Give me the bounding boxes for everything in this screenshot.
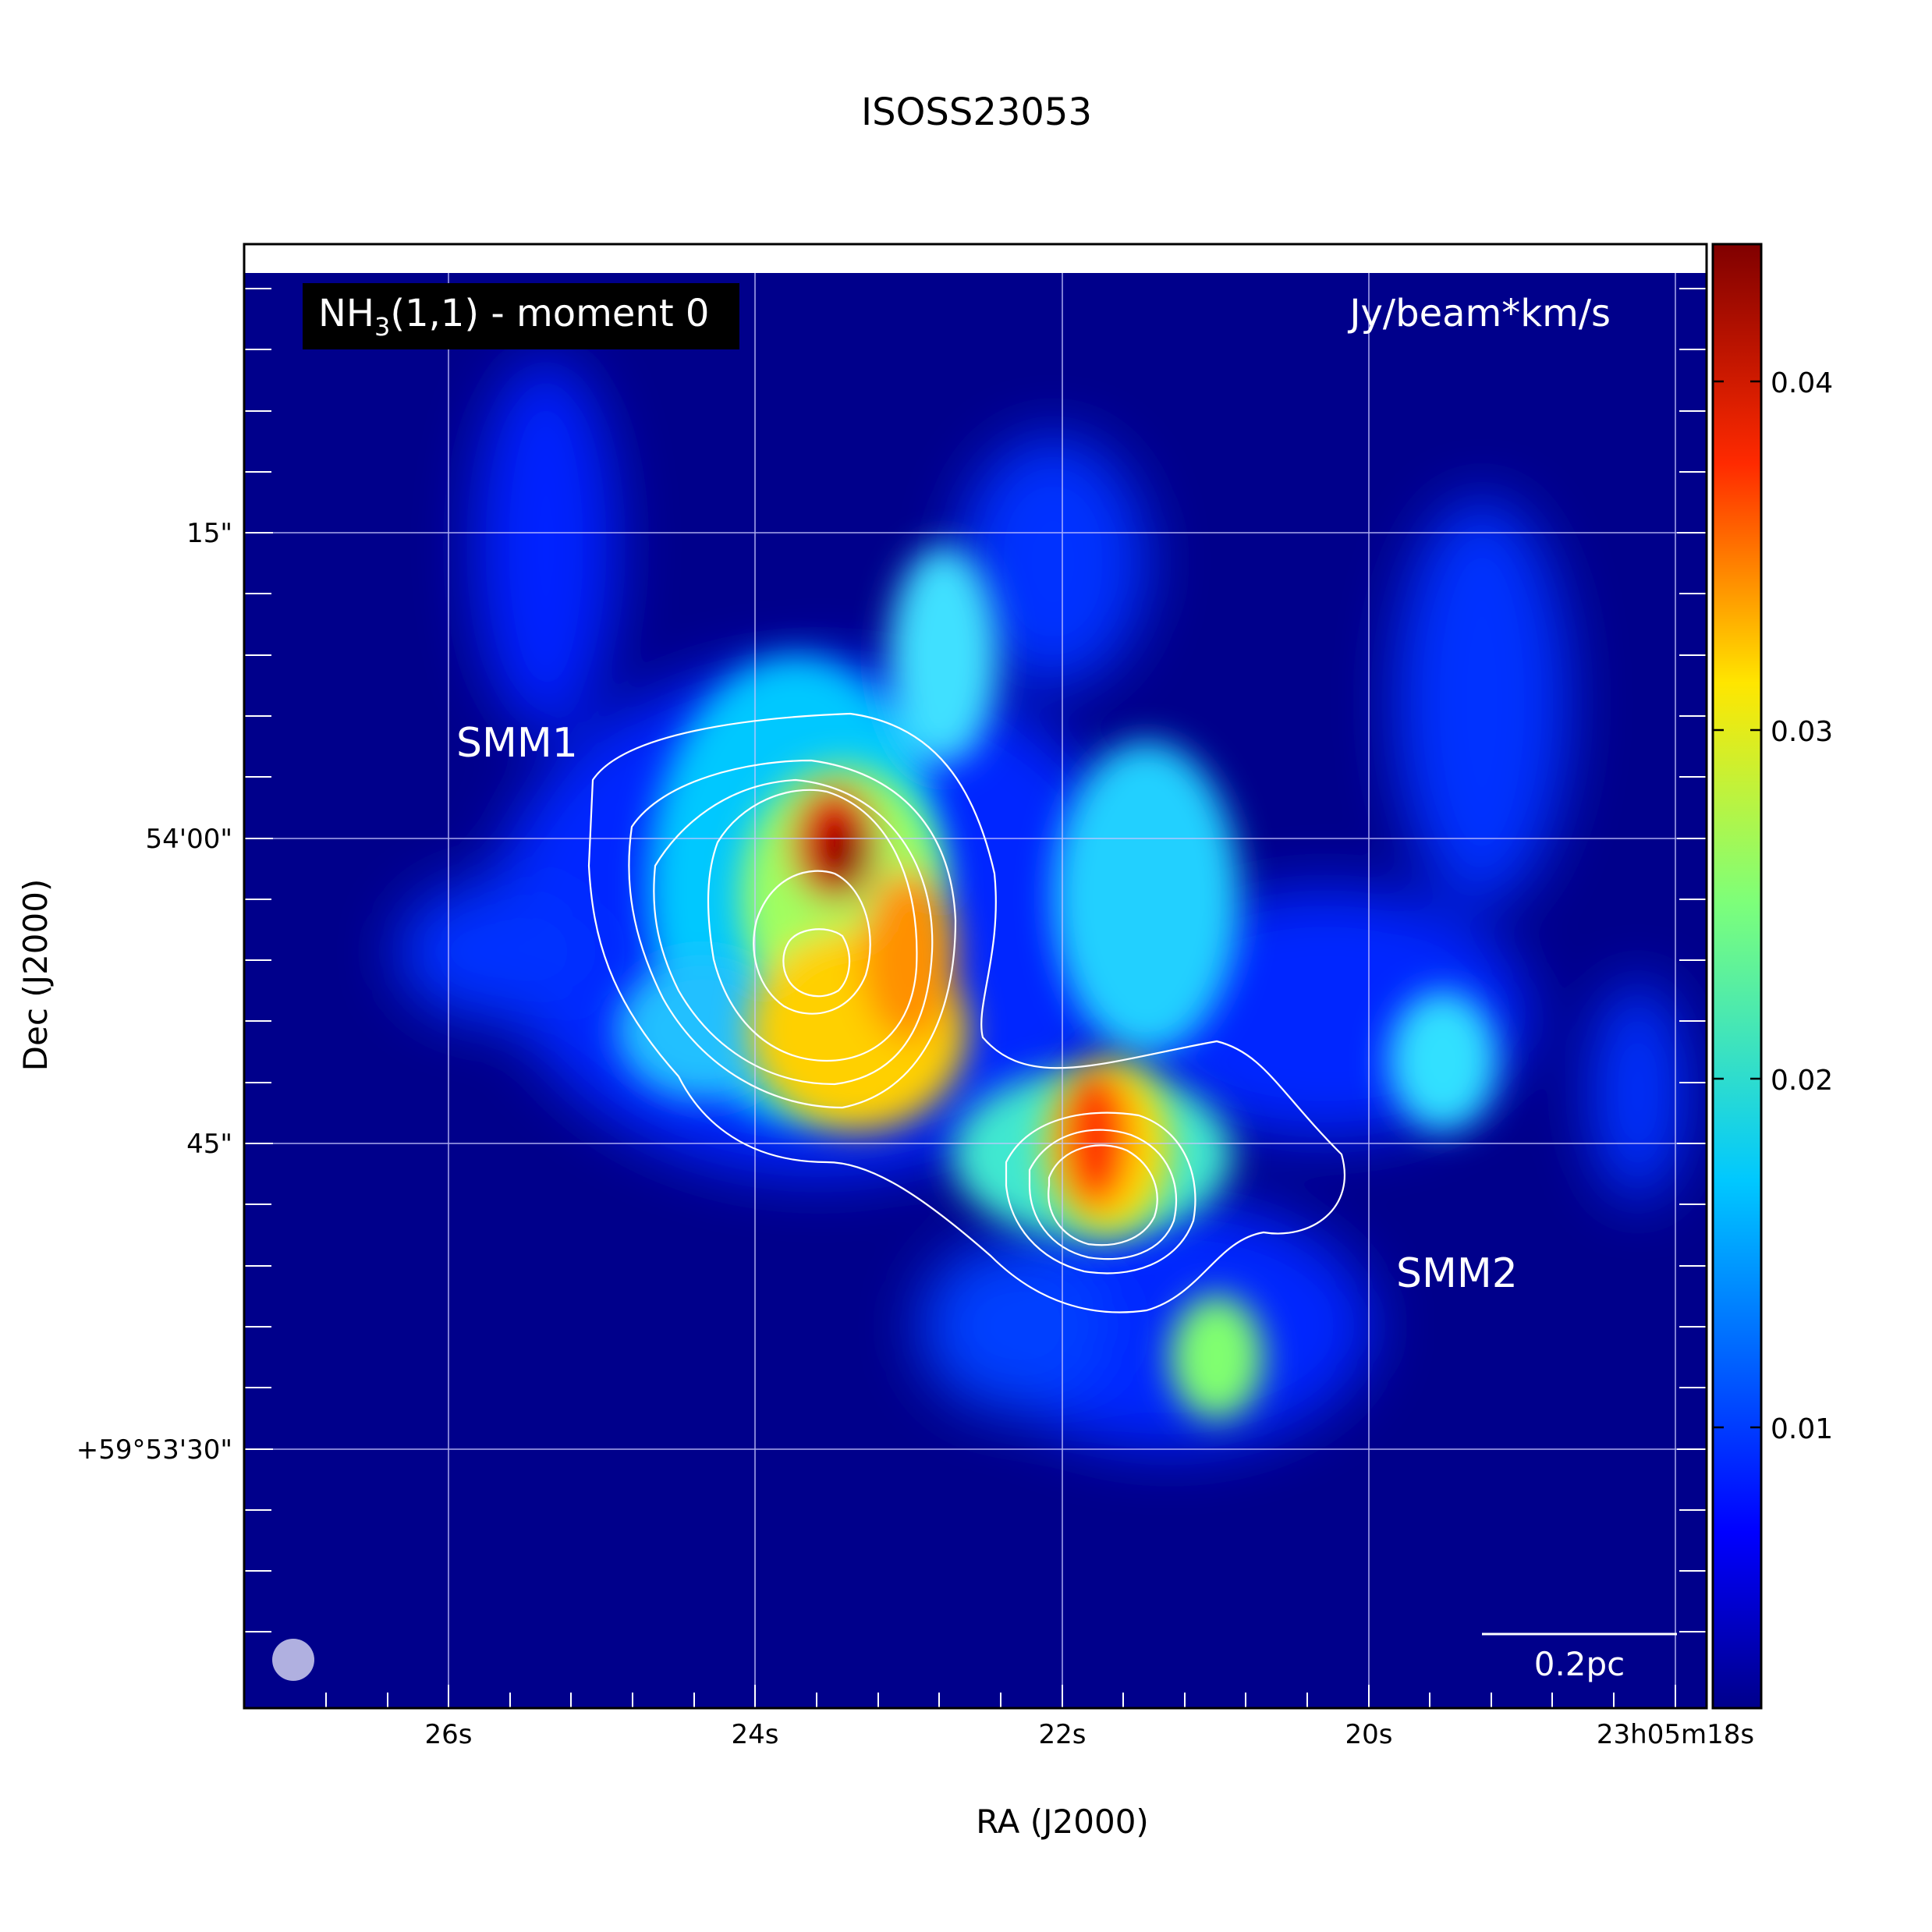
colorbar-tick-label: 0.01 bbox=[1771, 1413, 1833, 1445]
continuum-contours bbox=[587, 712, 1346, 1313]
x-tick-label: 26s bbox=[425, 1719, 473, 1750]
beam-ellipse bbox=[272, 1639, 314, 1681]
map-frame bbox=[243, 243, 1708, 1710]
y-tick-label: 45" bbox=[186, 1129, 232, 1160]
colorbar-tick-label: 0.03 bbox=[1771, 716, 1833, 748]
x-axis-label: RA (J2000) bbox=[976, 1803, 1149, 1841]
y-tick-labels: 15" 54'00" 45" +59°53'30" bbox=[76, 518, 232, 1466]
colorbar-unit-label: Jy/beam*km/s bbox=[1347, 292, 1611, 335]
svg-text:NH3(1,1) - moment 0: NH3(1,1) - moment 0 bbox=[318, 292, 709, 342]
y-tick-label: 54'00" bbox=[145, 824, 232, 855]
y-tick-label: +59°53'30" bbox=[76, 1434, 232, 1466]
x-tick-label: 20s bbox=[1345, 1719, 1393, 1750]
intensity-map: NH3(1,1) - moment 0 Jy/beam*km/s SMM1 SM… bbox=[243, 243, 1708, 1710]
x-tick-labels: 26s 24s 22s 20s 23h05m18s bbox=[425, 1719, 1755, 1750]
axis-ticks bbox=[244, 288, 1707, 1708]
svg-text:0.2pc: 0.2pc bbox=[1534, 1645, 1625, 1683]
y-tick-label: 15" bbox=[186, 518, 232, 549]
panel-label: NH3(1,1) - moment 0 bbox=[303, 283, 739, 349]
x-tick-label: 24s bbox=[732, 1719, 779, 1750]
figure-title: ISOSS23053 bbox=[861, 90, 1092, 134]
colorbar-tick-label: 0.02 bbox=[1771, 1065, 1833, 1097]
source-label-smm1: SMM1 bbox=[456, 720, 578, 767]
x-tick-label: 23h05m18s bbox=[1597, 1719, 1754, 1750]
colorbar: 0.01 0.02 0.03 0.04 bbox=[1711, 243, 1833, 1710]
y-axis-label: Dec (J2000) bbox=[16, 879, 55, 1072]
x-tick-label: 22s bbox=[1039, 1719, 1087, 1750]
source-label-smm2: SMM2 bbox=[1396, 1250, 1518, 1297]
colorbar-tick-label: 0.04 bbox=[1771, 367, 1833, 399]
scale-bar: 0.2pc bbox=[1482, 1632, 1677, 1683]
coordinate-grid bbox=[244, 273, 1707, 1708]
